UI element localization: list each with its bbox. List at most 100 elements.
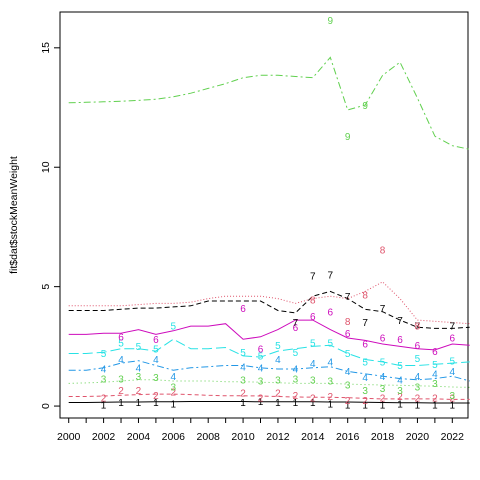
obs-label-age-2: 2 — [432, 393, 438, 404]
obs-label-age-8: 8 — [380, 245, 386, 256]
obs-label-age-7: 7 — [450, 322, 456, 333]
obs-label-age-4: 4 — [432, 370, 438, 381]
obs-label-age-2: 2 — [153, 391, 159, 402]
obs-label-age-1: 1 — [362, 401, 368, 412]
obs-label-age-6: 6 — [415, 341, 421, 352]
obs-label-age-1: 1 — [136, 398, 142, 409]
obs-label-age-2: 2 — [258, 393, 264, 404]
obs-label-age-3: 3 — [240, 375, 246, 386]
obs-label-age-3: 3 — [275, 375, 281, 386]
obs-label-age-5: 5 — [171, 322, 177, 333]
series-line-age-8 — [68, 281, 470, 325]
obs-label-age-2: 2 — [397, 392, 403, 403]
x-tick-label: 2012 — [266, 431, 290, 443]
obs-label-age-5: 5 — [275, 341, 281, 352]
x-tick-label: 2006 — [162, 431, 186, 443]
series-line-age-9 — [68, 56, 470, 150]
obs-label-age-2: 2 — [310, 393, 316, 404]
obs-label-age-7: 7 — [327, 270, 333, 281]
obs-label-age-6: 6 — [345, 329, 351, 340]
obs-label-age-7: 7 — [362, 318, 368, 329]
obs-label-age-5: 5 — [432, 360, 438, 371]
obs-label-age-3: 3 — [397, 386, 403, 397]
obs-label-age-3: 3 — [327, 377, 333, 388]
obs-label-age-1: 1 — [275, 398, 281, 409]
x-axis: 2000 2002 2004 2006 2008 2010 2012 2014 2016 2018… — [57, 418, 464, 443]
obs-label-age-9: 9 — [362, 101, 368, 112]
obs-label-age-9: 9 — [345, 132, 351, 143]
x-tick-label: 2004 — [127, 431, 151, 443]
y-tick-label: 15 — [40, 42, 52, 54]
obs-label-age-3: 3 — [293, 374, 299, 385]
obs-label-age-1: 1 — [345, 401, 351, 412]
obs-label-age-4: 4 — [136, 364, 142, 375]
obs-label-age-3: 3 — [415, 383, 421, 394]
obs-label-age-8: 8 — [310, 295, 316, 306]
obs-label-age-6: 6 — [380, 334, 386, 345]
obs-label-age-7: 7 — [310, 272, 316, 283]
obs-label-age-1: 1 — [380, 401, 386, 412]
obs-label-age-2: 2 — [293, 391, 299, 402]
obs-label-age-3: 3 — [136, 372, 142, 383]
obs-label-age-3: 3 — [450, 391, 456, 402]
x-tick-label: 2014 — [301, 431, 325, 443]
obs-label-age-6: 6 — [293, 323, 299, 334]
obs-label-age-9: 9 — [327, 16, 333, 27]
obs-label-age-2: 2 — [171, 387, 177, 398]
obs-label-age-3: 3 — [118, 374, 124, 385]
obs-label-age-7: 7 — [380, 304, 386, 315]
obs-label-age-5: 5 — [415, 354, 421, 365]
x-tick-label: 2010 — [231, 431, 255, 443]
x-tick-label: 2020 — [406, 431, 430, 443]
obs-label-age-8: 8 — [415, 322, 421, 333]
obs-label-age-5: 5 — [101, 349, 107, 360]
obs-label-age-1: 1 — [153, 398, 159, 409]
series-line-age-4 — [68, 360, 470, 382]
obs-label-age-1: 1 — [240, 398, 246, 409]
y-axis: 0 5 10 15 — [40, 42, 60, 409]
x-tick-label: 2016 — [336, 431, 360, 443]
obs-label-age-6: 6 — [118, 332, 124, 343]
obs-label-age-5: 5 — [136, 342, 142, 353]
obs-label-age-1: 1 — [397, 399, 403, 410]
obs-label-age-4: 4 — [171, 372, 177, 383]
obs-label-age-4: 4 — [362, 373, 368, 384]
series-line-age-3 — [68, 379, 470, 388]
obs-label-age-4: 4 — [397, 375, 403, 386]
obs-label-age-6: 6 — [153, 335, 159, 346]
obs-label-age-5: 5 — [327, 338, 333, 349]
obs-label-age-4: 4 — [345, 367, 351, 378]
series-lines — [68, 56, 470, 404]
obs-label-age-6: 6 — [310, 312, 316, 323]
obs-label-age-4: 4 — [258, 364, 264, 375]
obs-label-age-4: 4 — [310, 359, 316, 370]
x-tick-label: 2000 — [57, 431, 81, 443]
plot-border — [59, 11, 469, 419]
obs-label-age-4: 4 — [240, 362, 246, 373]
obs-label-age-7: 7 — [293, 318, 299, 329]
obs-label-age-2: 2 — [240, 389, 246, 400]
obs-label-age-7: 7 — [345, 292, 351, 303]
obs-label-age-2: 2 — [275, 389, 281, 400]
obs-label-age-3: 3 — [345, 380, 351, 391]
obs-label-age-1: 1 — [432, 401, 438, 412]
obs-label-age-5: 5 — [362, 358, 368, 369]
obs-label-age-6: 6 — [258, 344, 264, 355]
obs-label-age-5: 5 — [397, 361, 403, 372]
obs-label-age-2: 2 — [345, 396, 351, 407]
obs-label-age-1: 1 — [450, 401, 456, 412]
obs-label-age-6: 6 — [397, 335, 403, 346]
obs-label-age-4: 4 — [101, 365, 107, 376]
obs-label-age-3: 3 — [380, 384, 386, 395]
obs-label-age-2: 2 — [136, 386, 142, 397]
obs-label-age-3: 3 — [362, 386, 368, 397]
obs-label-age-5: 5 — [240, 348, 246, 359]
obs-label-age-5: 5 — [310, 338, 316, 349]
obs-label-age-2: 2 — [415, 393, 421, 404]
plot-frame — [59, 11, 469, 419]
obs-label-age-3: 3 — [258, 377, 264, 388]
obs-label-age-2: 2 — [101, 393, 107, 404]
obs-label-age-2: 2 — [118, 386, 124, 397]
